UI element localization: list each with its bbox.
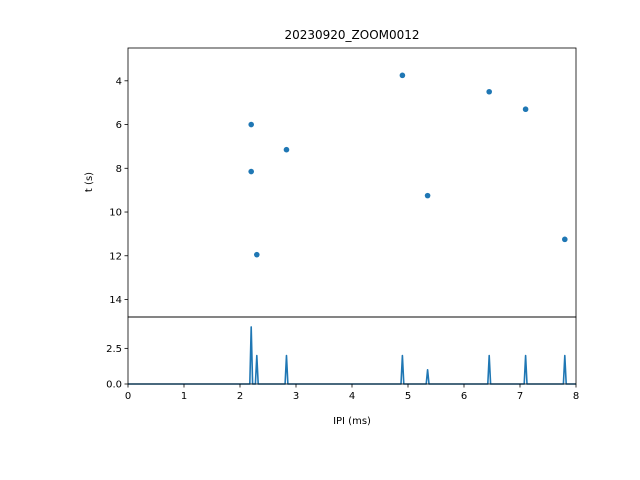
x-tick-label-6: 6 [461,391,467,402]
density-line [128,326,576,385]
scatter-point-1 [248,168,254,175]
chart-title: 20230920_ZOOM0012 [284,28,419,42]
bottom-axes-frame [127,316,577,385]
y-axis-label-top: t (s) [84,172,95,192]
y-tick-label-top-0: 4 [116,76,122,87]
scatter-point-2 [253,251,260,258]
x-tick-label-2: 2 [237,391,243,402]
y-tick-label-top-1: 6 [116,120,122,131]
scatter-plot: 4 6 8 10 12 14 [109,47,577,318]
y-tick-label-top-5: 14 [109,295,122,306]
x-tick-label-8: 8 [573,391,579,402]
y-tick-label-top-2: 8 [116,164,122,175]
scatter-point-8 [562,236,568,243]
x-tick-label-4: 4 [349,391,355,402]
scatter-point-0 [248,121,254,128]
y-tick-label-bottom-1: 2.5 [106,344,122,355]
scatter-point-6 [486,88,493,95]
scatter-point-3 [283,146,290,153]
y-tick-label-bottom-0: 0.0 [106,380,122,391]
scatter-point-4 [399,72,406,79]
histogram-plot: 0.0 2.5 0 1 2 3 4 5 6 7 8 [106,316,579,402]
y-tick-label-top-3: 10 [109,208,122,219]
x-tick-label-1: 1 [181,391,187,402]
x-axis-label: IPI (ms) [333,416,371,427]
top-axes-frame [127,47,577,318]
x-tick-label-3: 3 [293,391,299,402]
scatter-point-5 [424,192,431,199]
y-tick-label-top-4: 12 [109,251,122,262]
scatter-point-7 [522,106,529,113]
x-tick-label-5: 5 [405,391,411,402]
x-tick-label-0: 0 [125,391,131,402]
x-tick-label-7: 7 [517,391,523,402]
